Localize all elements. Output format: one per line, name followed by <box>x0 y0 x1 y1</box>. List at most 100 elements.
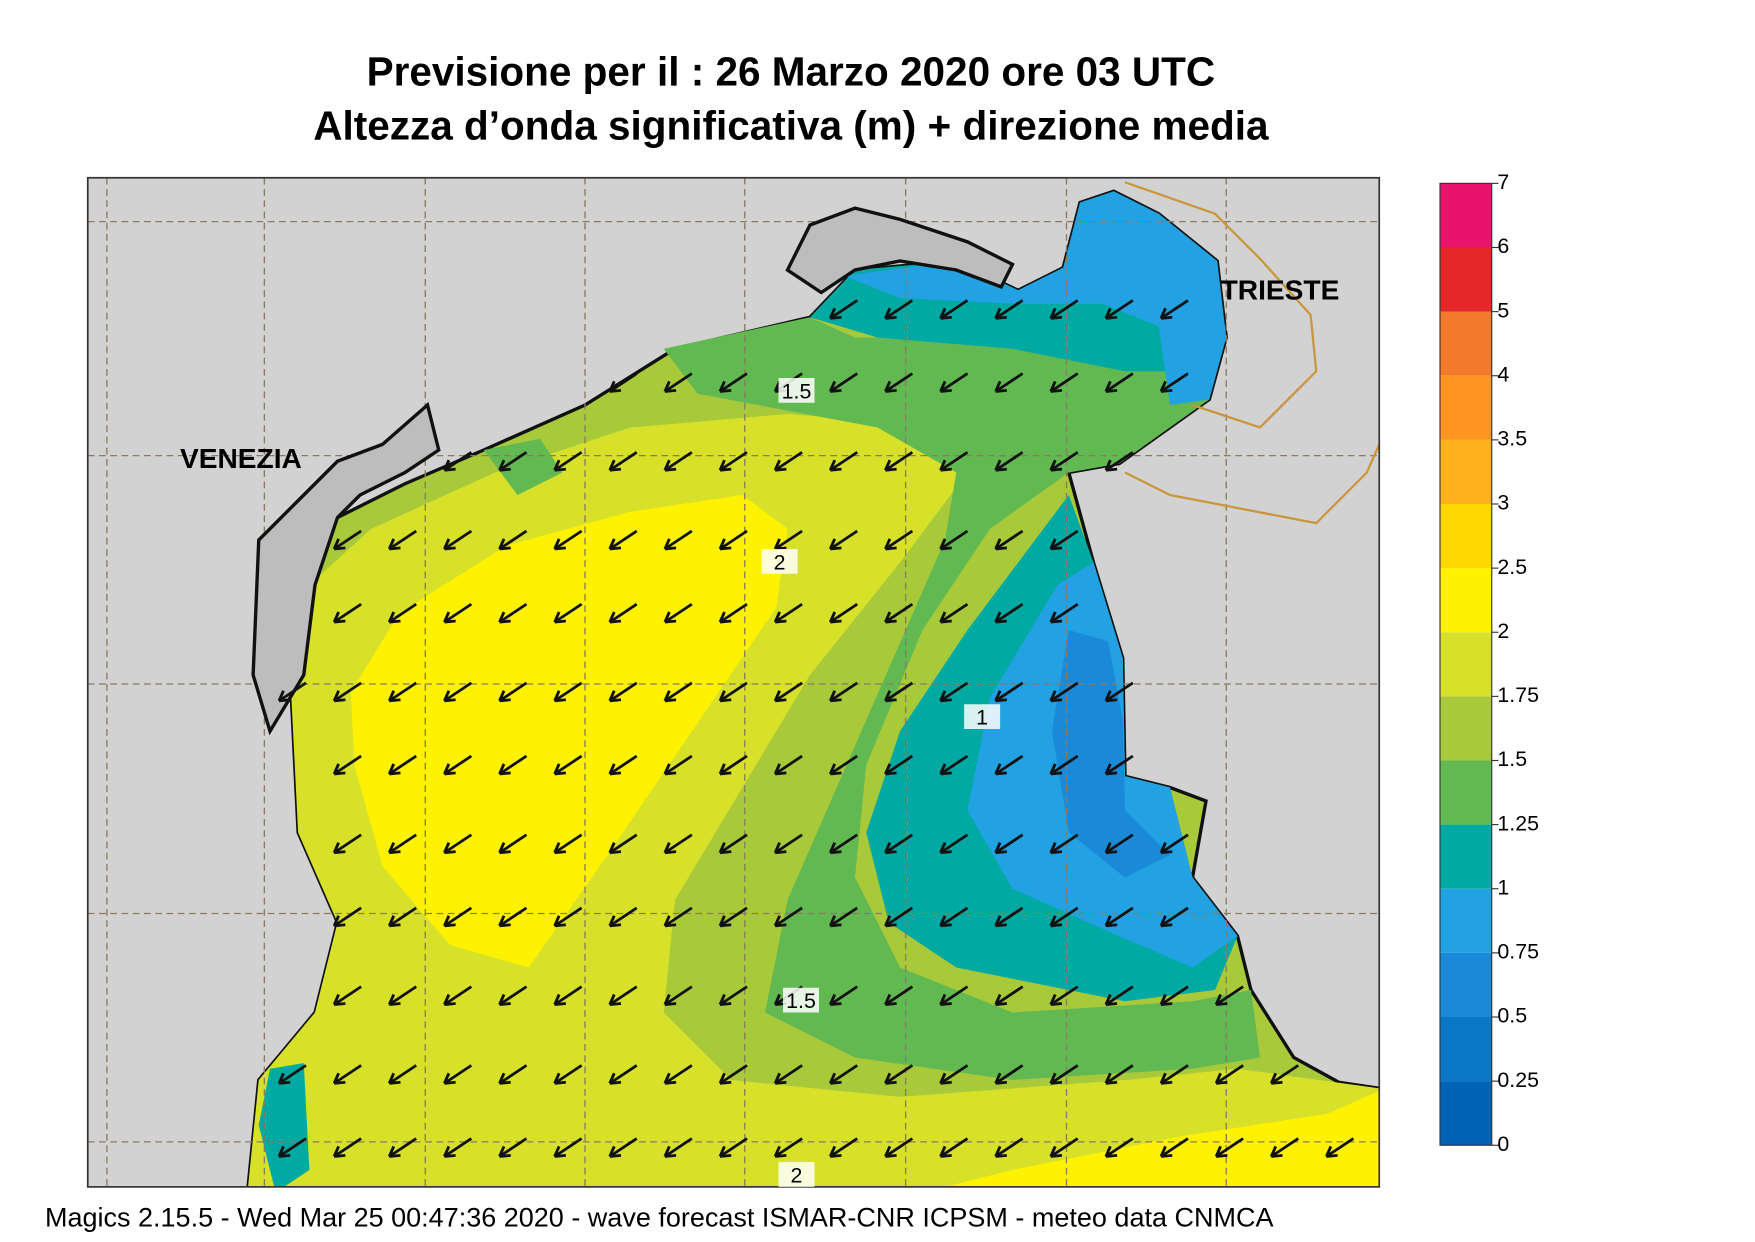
arrow <box>443 754 473 776</box>
arrow <box>884 754 914 776</box>
arrow <box>994 754 1024 776</box>
contour-label-box <box>778 378 815 403</box>
arrow <box>994 451 1024 472</box>
arrow <box>994 372 1024 393</box>
contour-labels: 1.5 2 1 1.5 2 <box>761 378 1001 1187</box>
arrow <box>939 529 969 551</box>
arrow <box>443 1064 473 1085</box>
arrow <box>277 1064 307 1085</box>
arrow <box>663 681 693 703</box>
arrow <box>994 985 1024 1007</box>
legend-tick-label: 1 <box>1497 875 1509 899</box>
arrow <box>1049 451 1079 472</box>
arrow <box>718 1137 748 1158</box>
arrow <box>332 1064 362 1085</box>
arrow <box>553 985 583 1007</box>
contour-label-box <box>783 987 819 1013</box>
arrow <box>443 1137 473 1158</box>
arrow <box>773 681 803 703</box>
legend-tick-label: 1.25 <box>1497 811 1539 835</box>
arrow <box>718 602 748 624</box>
arrow <box>608 754 638 776</box>
arrow <box>553 602 583 624</box>
arrow <box>884 681 914 703</box>
arrow <box>1049 372 1079 393</box>
arrow <box>553 451 583 472</box>
arrow <box>553 906 583 928</box>
arrow <box>828 754 859 776</box>
arrow <box>828 299 859 320</box>
arrow <box>1104 754 1134 776</box>
arrow <box>498 529 528 551</box>
legend-band <box>1440 183 1492 248</box>
legend-tick-label: 1.75 <box>1497 683 1539 707</box>
arrow <box>332 754 362 776</box>
legend-tick-label: 1.5 <box>1497 747 1527 771</box>
arrow <box>498 1137 528 1158</box>
arrow <box>828 529 859 551</box>
legend-tick-label: 4 <box>1497 362 1509 386</box>
footer: Magics 2.15.5 - Wed Mar 25 00:47:36 2020… <box>45 1202 1273 1232</box>
arrow <box>498 1064 528 1085</box>
arrow <box>1049 985 1079 1007</box>
arrow <box>884 602 914 624</box>
arrow <box>387 602 418 624</box>
arrow <box>443 602 473 624</box>
legend-band <box>1440 1017 1492 1082</box>
arrow <box>663 602 693 624</box>
arrow <box>387 1064 418 1085</box>
arrow <box>773 1064 803 1085</box>
arrow <box>1159 985 1189 1007</box>
arrow <box>663 754 693 776</box>
arrow <box>939 754 969 776</box>
arrow <box>1049 754 1079 776</box>
arrow <box>1049 906 1079 928</box>
legend-band <box>1440 824 1492 889</box>
arrow <box>1049 529 1079 551</box>
arrow <box>773 906 803 928</box>
legend-tick-label: 2 <box>1497 619 1509 643</box>
arrow <box>939 985 969 1007</box>
arrow <box>1159 906 1189 928</box>
arrow <box>553 833 583 855</box>
arrow <box>608 985 638 1007</box>
legend-tick-label: 2.5 <box>1497 555 1527 579</box>
arrow <box>828 1137 859 1158</box>
legend-band <box>1440 504 1492 569</box>
arrow <box>773 602 803 624</box>
arrow <box>553 1064 583 1085</box>
arrow <box>939 906 969 928</box>
arrow <box>1104 1137 1134 1158</box>
arrow <box>608 681 638 703</box>
arrow <box>884 985 914 1007</box>
arrow <box>828 451 859 472</box>
arrow <box>553 529 583 551</box>
arrow <box>884 1064 914 1085</box>
arrow <box>1104 833 1134 855</box>
arrow <box>718 754 748 776</box>
arrow <box>608 451 638 472</box>
contour-label-box <box>964 704 1001 729</box>
arrow <box>939 681 969 703</box>
arrow <box>498 681 528 703</box>
contour-label: 1.5 <box>786 989 816 1013</box>
arrow <box>718 451 748 472</box>
arrow <box>939 372 969 393</box>
arrow <box>773 1137 803 1158</box>
arrow <box>939 1137 969 1158</box>
arrow <box>1049 681 1079 703</box>
title: Previsione per il : 26 Marzo 2020 ore 03… <box>367 49 1216 95</box>
arrow <box>443 985 473 1007</box>
arrow <box>884 1137 914 1158</box>
arrow <box>773 833 803 855</box>
arrow <box>387 681 418 703</box>
arrow <box>498 754 528 776</box>
arrow <box>1049 833 1079 855</box>
coast-north <box>785 206 1015 295</box>
arrow <box>663 529 693 551</box>
arrow <box>387 906 418 928</box>
arrow <box>277 681 307 703</box>
legend-band <box>1440 247 1492 312</box>
map-frame <box>86 176 1381 1188</box>
arrow <box>387 1137 418 1158</box>
